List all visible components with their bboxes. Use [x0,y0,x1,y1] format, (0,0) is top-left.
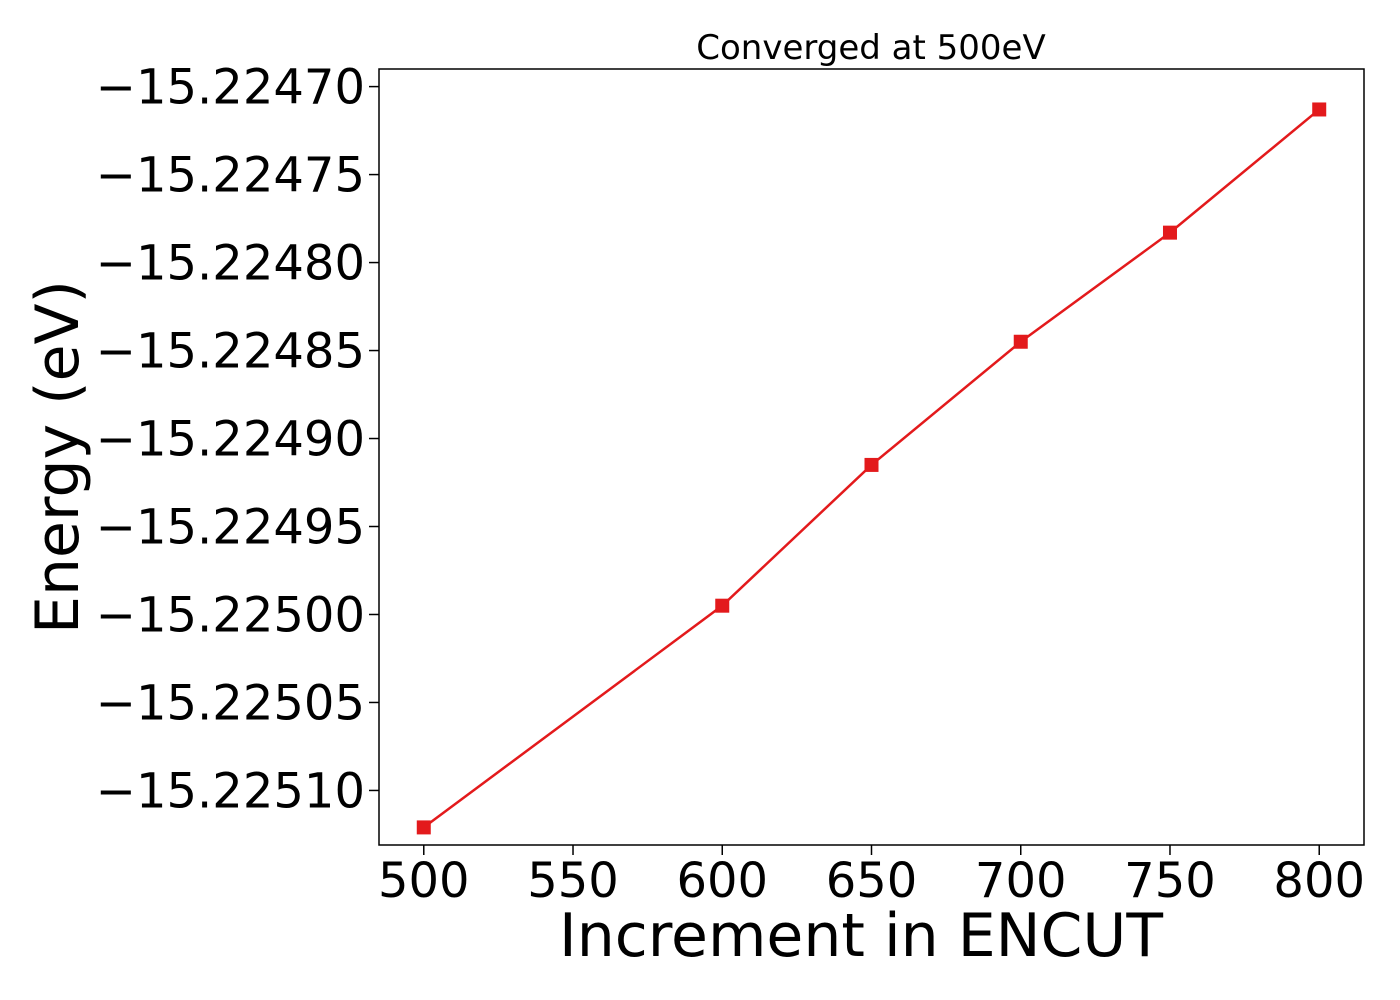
x-tick-label: 750 [1124,853,1216,909]
plot-area [379,69,1364,845]
y-axis-title: Energy (eV) [23,280,93,634]
y-tick-label: −15.22500 [96,587,365,643]
x-tick-label: 600 [676,853,768,909]
x-tick-label: 500 [378,853,470,909]
data-point-marker [715,598,730,613]
x-axis-title: Increment in ENCUT [559,901,1163,971]
x-tick-label: 550 [527,853,619,909]
y-tick-label: −15.22480 [96,236,365,292]
y-tick-label: −15.22505 [96,675,365,731]
y-tick-label: −15.22475 [96,148,365,204]
data-point-marker [864,457,879,472]
y-axis-ticks: −15.22470 −15.22475 −15.22480 −15.22485 −15.… [96,60,379,819]
x-tick-label: 650 [826,853,918,909]
chart-title: Converged at 500eV [696,28,1045,68]
data-point-marker [416,820,431,835]
y-tick-label: −15.22485 [96,324,365,380]
x-tick-label: 800 [1273,853,1365,909]
series-line [423,108,1321,829]
y-tick-label: −15.22510 [96,763,365,819]
data-point-marker [1013,334,1028,349]
x-axis-ticks: 500 550 600 650 700 750 800 [378,845,1365,909]
x-tick-label: 700 [975,853,1067,909]
data-point-marker [1162,225,1177,240]
y-tick-label: −15.22490 [96,412,365,468]
y-tick-label: −15.22495 [96,500,365,556]
plot-frame [378,68,1365,846]
data-point-marker [1312,102,1327,117]
y-tick-label: −15.22470 [96,60,365,116]
series-layer [416,102,1327,835]
